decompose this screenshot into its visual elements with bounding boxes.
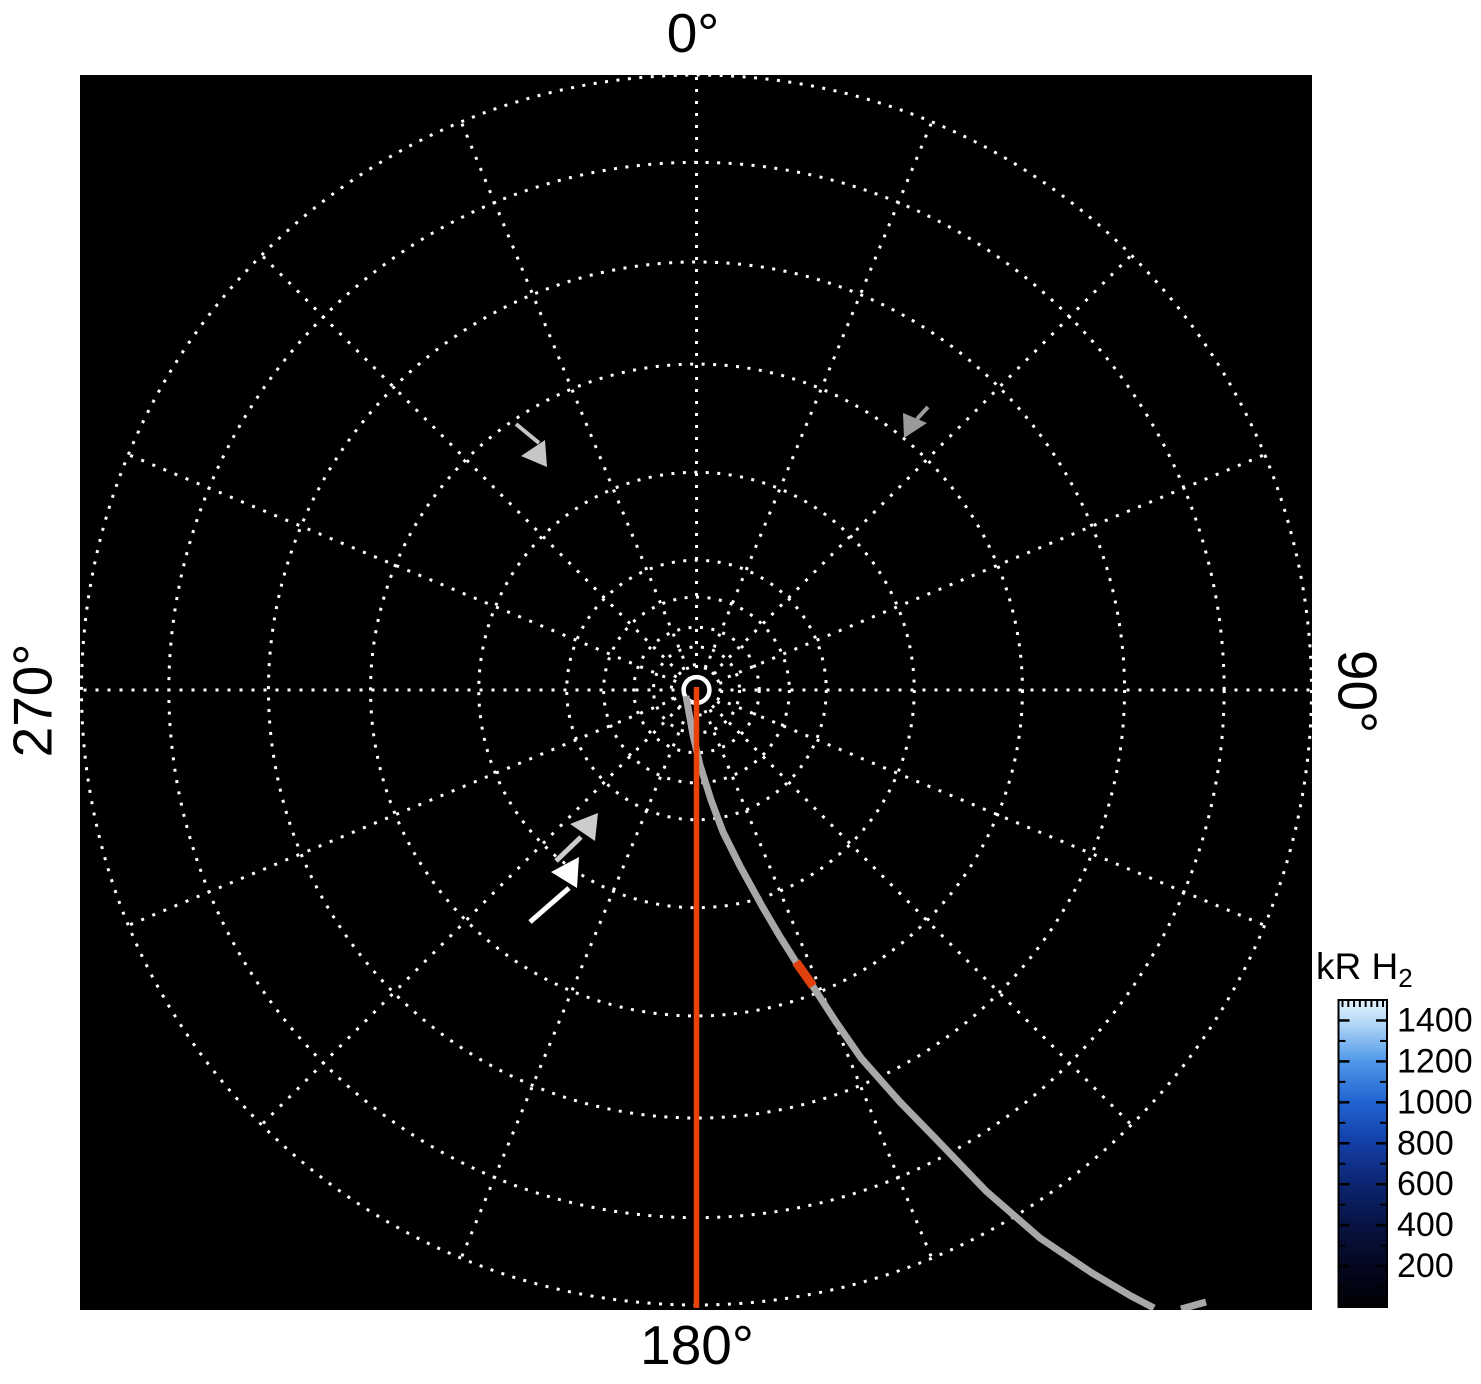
- grid-ray: [710, 704, 1132, 1125]
- grid-circle: [477, 470, 916, 910]
- flow-arrow-head: [903, 413, 927, 438]
- flow-arrow-head: [521, 440, 547, 467]
- colorbar-tick-label: 200: [1397, 1247, 1454, 1285]
- grid-ray: [261, 255, 683, 676]
- colorbar-tick-label: 1400: [1397, 1001, 1473, 1039]
- grid-circle: [565, 558, 828, 822]
- angle-label-270: 270°: [1, 643, 64, 758]
- grid-ray: [460, 123, 690, 671]
- flow-arrow-head: [551, 857, 579, 888]
- grid-circle: [266, 260, 1127, 1120]
- grid-circle: [669, 663, 724, 717]
- angle-label-0: 0°: [666, 2, 720, 64]
- grid-circle: [632, 625, 761, 755]
- colorbar-tick-label: 600: [1397, 1165, 1454, 1203]
- grid-ray: [129, 454, 677, 683]
- grid-ray: [460, 709, 690, 1257]
- colorbar-tick-label: 400: [1397, 1206, 1454, 1244]
- grid-ray: [716, 697, 1264, 926]
- flow-arrow-tail: [514, 422, 541, 445]
- colorbar-title: kR H2: [1316, 948, 1413, 997]
- grid-circle: [369, 362, 1024, 1018]
- flow-arrow-head: [570, 813, 598, 841]
- grid-circle: [602, 595, 791, 785]
- flow-arrow: [903, 405, 930, 438]
- grid-circle: [80, 75, 1312, 1307]
- colorbar-tick-label: 1000: [1397, 1083, 1473, 1121]
- angle-label-180: 180°: [640, 1314, 754, 1376]
- colorbar-title-subscript: 2: [1398, 963, 1413, 993]
- grid-ray: [710, 255, 1132, 676]
- grid-ray: [261, 704, 683, 1125]
- plot-contents: [80, 75, 1312, 1310]
- colorbar-border: [1337, 999, 1388, 1308]
- grid-ray: [703, 709, 933, 1257]
- angle-label-90: 90°: [1326, 649, 1389, 734]
- trajectory-dash-segment: [1180, 1298, 1207, 1310]
- flow-arrow: [528, 857, 579, 924]
- colorbar-tick-label: 1200: [1397, 1042, 1473, 1080]
- grid-ray: [703, 123, 933, 671]
- flow-arrow-tail: [528, 886, 571, 924]
- trajectory-highlight-segment: [792, 959, 817, 989]
- colorbar-tick-label: 800: [1397, 1124, 1454, 1162]
- flow-arrow-tail: [915, 405, 930, 421]
- grid-circle: [651, 645, 742, 735]
- colorbar-gradient: [1338, 1000, 1387, 1307]
- grid-ray: [129, 697, 677, 926]
- grid-ray: [716, 454, 1264, 683]
- flow-arrow: [514, 422, 547, 467]
- flow-arrow: [554, 813, 598, 863]
- flow-arrow-tail: [554, 835, 583, 863]
- colorbar-title-text: kR H: [1316, 946, 1399, 987]
